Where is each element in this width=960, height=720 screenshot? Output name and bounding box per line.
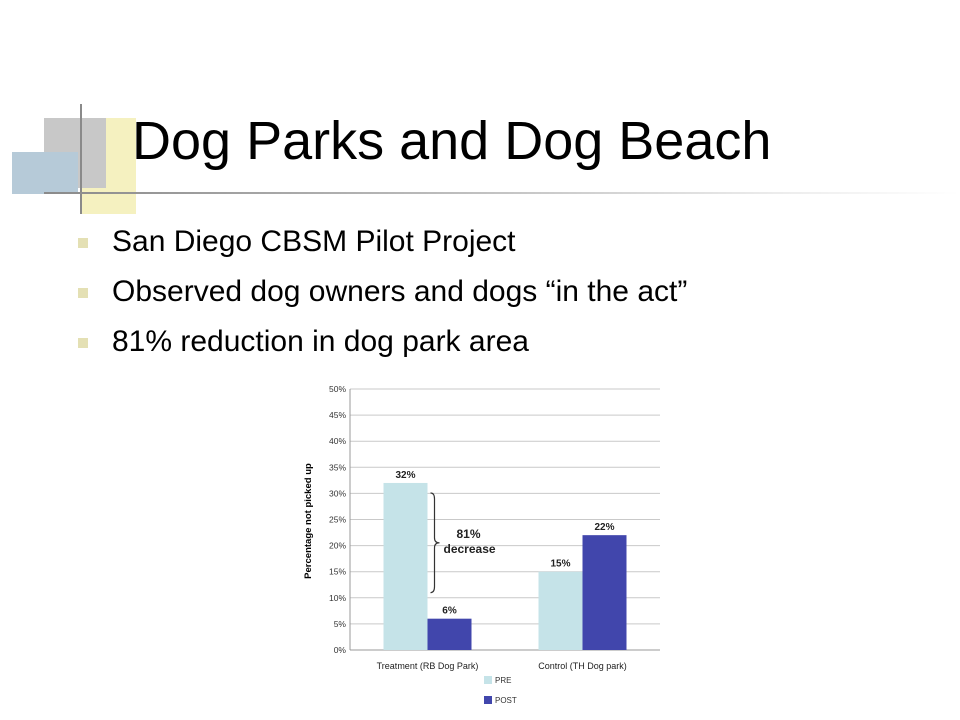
bullet-mark bbox=[78, 338, 88, 348]
bullet-mark bbox=[78, 288, 88, 298]
bar-post bbox=[427, 618, 472, 650]
slide-title: Dog Parks and Dog Beach bbox=[132, 111, 772, 171]
y-axis-title: Percentage not picked up bbox=[303, 463, 314, 579]
bullet-item: Observed dog owners and dogs “in the act… bbox=[78, 274, 687, 324]
legend-label: POST bbox=[495, 696, 517, 705]
annotation-text: decrease bbox=[444, 542, 496, 556]
y-tick-label: 30% bbox=[329, 488, 346, 498]
bar-chart: Percentage not picked up 0% 5% 10% 15% 20% 25… bbox=[303, 384, 660, 705]
data-label: 32% bbox=[395, 470, 415, 481]
bullet-text: 81% reduction in dog park area bbox=[112, 325, 529, 358]
y-tick-label: 0% bbox=[334, 645, 347, 655]
bullet-list: San Diego CBSM Pilot Project Observed do… bbox=[78, 224, 687, 374]
y-tick-label: 5% bbox=[334, 619, 347, 629]
y-tick-label: 25% bbox=[329, 515, 346, 525]
bullet-item: San Diego CBSM Pilot Project bbox=[78, 224, 687, 274]
deco-vertical-line bbox=[80, 104, 82, 214]
y-tick-label: 45% bbox=[329, 410, 346, 420]
data-label: 15% bbox=[550, 559, 570, 570]
y-tick-label: 40% bbox=[329, 436, 346, 446]
legend-swatch-post bbox=[484, 696, 492, 704]
y-tick-label: 50% bbox=[329, 384, 346, 394]
data-label: 22% bbox=[594, 522, 614, 533]
deco-blue-square bbox=[12, 152, 78, 194]
y-tick-label: 20% bbox=[329, 541, 346, 551]
data-label: 6% bbox=[442, 606, 457, 617]
bar-pre bbox=[383, 482, 428, 650]
bar-pre bbox=[538, 571, 583, 650]
y-tick-label: 10% bbox=[329, 593, 346, 603]
x-tick-label: Treatment (RB Dog Park) bbox=[377, 661, 479, 671]
bullet-text: Observed dog owners and dogs “in the act… bbox=[112, 275, 688, 308]
y-tick-label: 15% bbox=[329, 567, 346, 577]
legend-label: PRE bbox=[495, 676, 511, 685]
y-tick-label: 35% bbox=[329, 462, 346, 472]
bullet-item: 81% reduction in dog park area bbox=[78, 324, 687, 374]
bullet-text: San Diego CBSM Pilot Project bbox=[112, 225, 516, 258]
bar-post bbox=[582, 535, 627, 650]
annotation-bracket bbox=[430, 492, 440, 594]
bullet-mark bbox=[78, 238, 88, 248]
legend-swatch-pre bbox=[484, 676, 492, 684]
x-tick-label: Control (TH Dog park) bbox=[538, 661, 627, 671]
annotation-text: 81% bbox=[457, 527, 481, 541]
deco-horizontal-line bbox=[44, 192, 960, 194]
